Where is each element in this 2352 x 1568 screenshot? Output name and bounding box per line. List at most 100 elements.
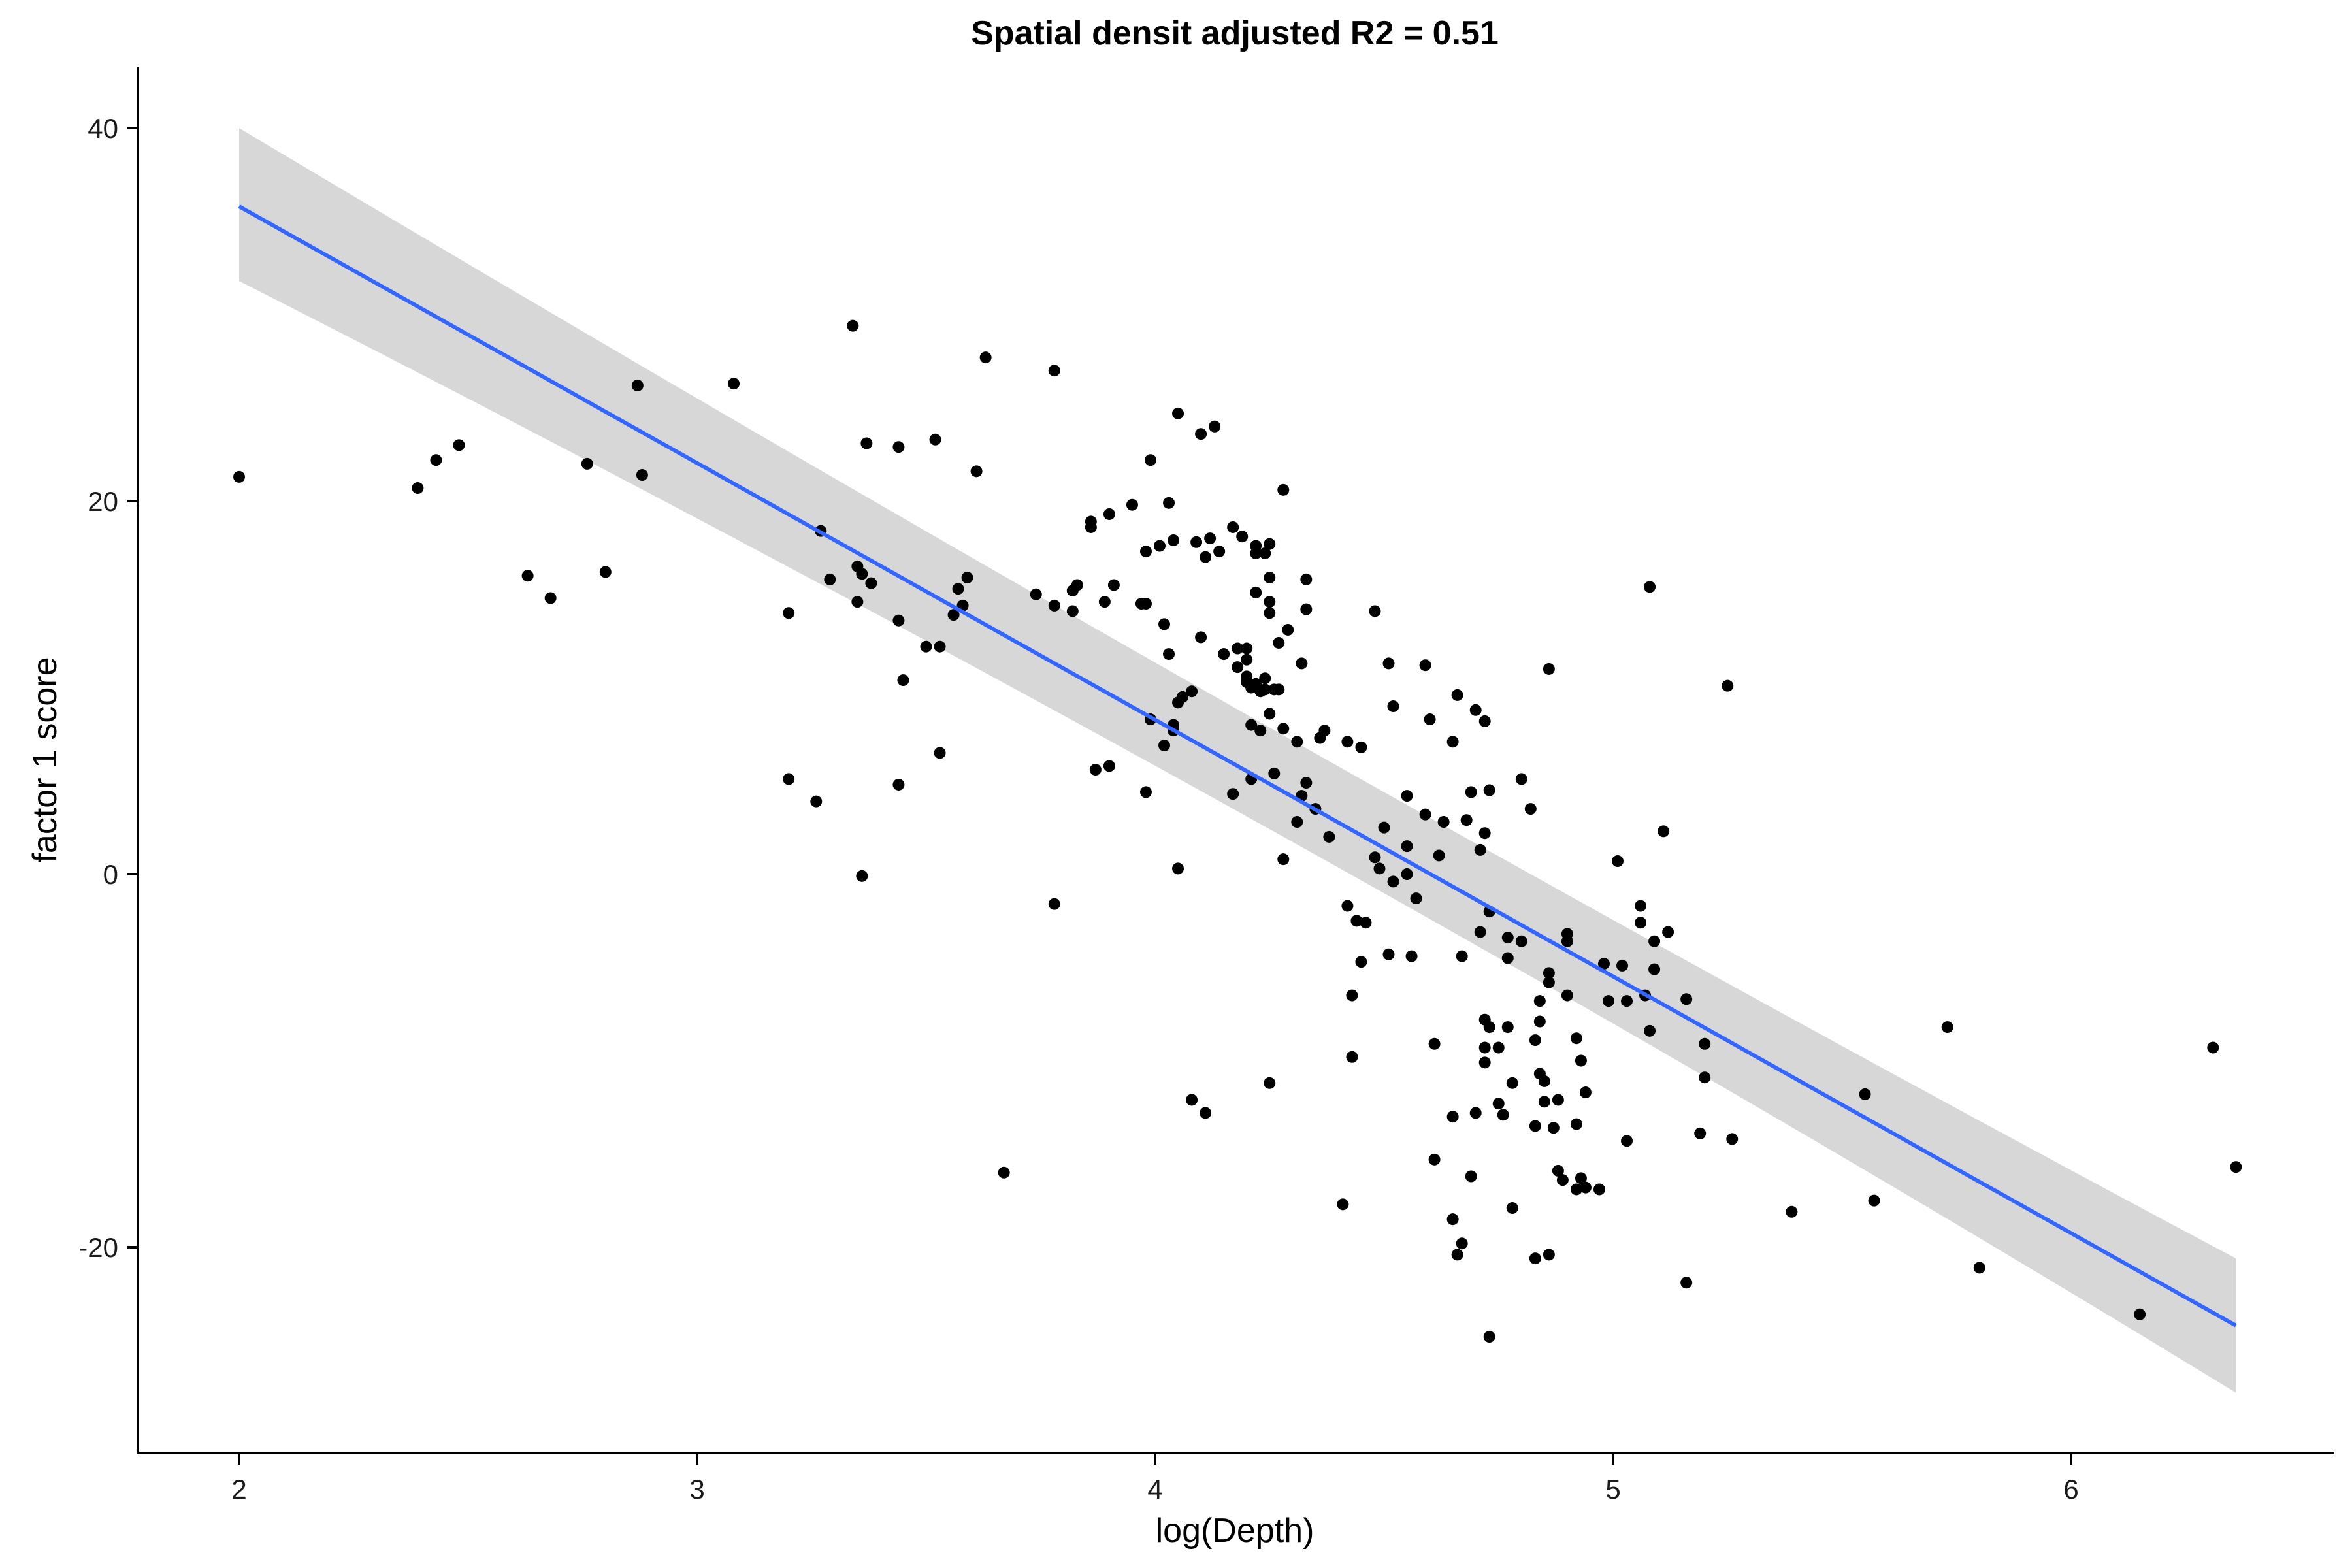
data-point xyxy=(952,583,964,595)
data-point xyxy=(1139,786,1152,798)
data-point xyxy=(892,778,905,791)
data-point xyxy=(1071,579,1083,591)
data-point xyxy=(1241,642,1253,655)
data-point xyxy=(453,439,465,451)
data-point xyxy=(1218,648,1230,661)
data-point xyxy=(1277,853,1290,866)
data-point xyxy=(998,1166,1010,1179)
data-point xyxy=(1158,740,1171,752)
data-point xyxy=(1465,1170,1477,1183)
data-point xyxy=(1382,948,1395,960)
data-point xyxy=(1543,967,1555,979)
data-point xyxy=(544,592,557,604)
data-point xyxy=(1570,1183,1582,1196)
data-point xyxy=(1533,1015,1546,1028)
data-point xyxy=(1483,784,1495,796)
data-point xyxy=(810,795,823,808)
x-tick-label: 2 xyxy=(231,1474,246,1505)
data-point xyxy=(1250,547,1262,559)
data-point xyxy=(947,609,960,621)
data-point xyxy=(1259,683,1271,696)
data-point xyxy=(1296,657,1308,670)
data-point xyxy=(1579,1181,1592,1194)
data-point xyxy=(1048,599,1060,612)
data-point xyxy=(2134,1308,2146,1320)
data-point xyxy=(1048,898,1060,910)
data-point xyxy=(929,433,941,446)
data-point xyxy=(631,379,644,391)
data-point xyxy=(1465,786,1477,798)
data-point xyxy=(1186,685,1198,698)
data-point xyxy=(1529,1034,1541,1047)
data-point xyxy=(1973,1262,1985,1274)
data-point xyxy=(1264,1077,1276,1089)
y-axis-ticks: -20 0 20 40 xyxy=(78,113,138,1263)
data-point xyxy=(1163,648,1175,661)
data-point xyxy=(1163,497,1175,509)
data-point xyxy=(1786,1205,1798,1218)
confidence-band-layer xyxy=(239,128,2236,1393)
data-point xyxy=(1478,827,1491,840)
data-point xyxy=(233,470,245,483)
confidence-band xyxy=(239,128,2236,1393)
data-point xyxy=(1337,1198,1349,1211)
data-point xyxy=(1405,950,1418,962)
data-point xyxy=(897,674,909,687)
data-point xyxy=(1419,808,1431,821)
data-point xyxy=(1552,1164,1564,1177)
data-point xyxy=(1264,572,1276,584)
data-point xyxy=(1369,851,1381,864)
y-tick-label: 40 xyxy=(88,113,118,144)
data-point xyxy=(1501,952,1514,964)
data-point xyxy=(1318,725,1331,737)
data-point xyxy=(1561,935,1573,947)
data-point xyxy=(1446,1213,1459,1226)
data-point xyxy=(1341,900,1354,912)
data-point xyxy=(1103,760,1115,772)
data-point xyxy=(1859,1088,1871,1100)
data-point xyxy=(1401,840,1413,853)
data-point xyxy=(1428,1037,1441,1050)
data-point xyxy=(1699,1037,1711,1050)
data-point xyxy=(1575,1172,1587,1184)
data-point xyxy=(856,568,868,580)
y-axis-title: factor 1 score xyxy=(26,657,64,862)
data-point xyxy=(1273,636,1285,649)
data-point xyxy=(865,577,877,589)
data-point xyxy=(1680,993,1693,1005)
data-point xyxy=(1264,596,1276,608)
data-point xyxy=(1048,365,1060,377)
data-point xyxy=(1570,1032,1582,1045)
data-point xyxy=(1154,540,1166,552)
data-point xyxy=(1722,679,1734,692)
data-point xyxy=(521,570,534,582)
x-tick-label: 5 xyxy=(1605,1474,1620,1505)
data-point xyxy=(1401,868,1413,880)
data-point xyxy=(1644,581,1656,593)
x-tick-label: 6 xyxy=(2063,1474,2078,1505)
data-point xyxy=(1200,551,1212,563)
data-point xyxy=(1085,521,1097,533)
data-point xyxy=(1232,642,1244,655)
data-point xyxy=(1158,618,1171,630)
data-point xyxy=(1474,926,1486,938)
data-point xyxy=(1570,1118,1582,1130)
data-point xyxy=(1300,777,1313,789)
data-point xyxy=(1172,407,1184,419)
y-tick-label: -20 xyxy=(78,1232,118,1263)
data-point xyxy=(1378,821,1390,834)
data-point xyxy=(1543,976,1555,988)
data-point xyxy=(1602,995,1614,1007)
data-point xyxy=(892,441,905,453)
data-point xyxy=(1635,900,1647,912)
data-point xyxy=(1373,862,1386,875)
data-point xyxy=(1144,454,1156,466)
data-point xyxy=(1428,1153,1441,1166)
data-point xyxy=(1030,588,1042,600)
data-point xyxy=(783,607,795,619)
data-point xyxy=(1401,790,1413,802)
data-point xyxy=(1497,1109,1509,1121)
data-point xyxy=(1515,935,1527,947)
data-point xyxy=(1277,483,1290,496)
y-tick-label: 20 xyxy=(88,486,118,517)
